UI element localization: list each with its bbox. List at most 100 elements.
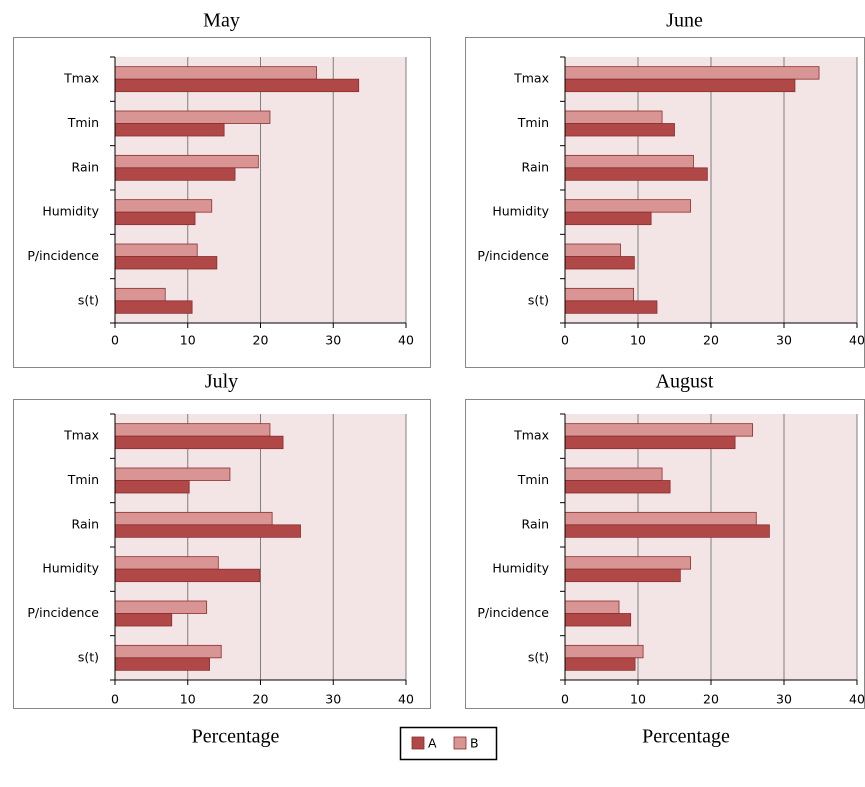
bar xyxy=(114,243,198,257)
bar xyxy=(114,524,301,538)
legend-label: B xyxy=(470,736,479,751)
category-label: Humidity xyxy=(492,561,549,576)
x-tick-label: 20 xyxy=(253,333,269,348)
category-label: Rain xyxy=(72,159,99,174)
category-label: P/incidence xyxy=(477,248,549,263)
bar xyxy=(114,480,190,494)
category-label: s(t) xyxy=(528,649,549,664)
bar xyxy=(114,167,236,181)
legend-label: A xyxy=(428,736,437,751)
bar xyxy=(564,123,675,137)
category-label: Tmax xyxy=(63,71,99,86)
bar xyxy=(564,480,671,494)
category-label: Tmax xyxy=(513,71,549,86)
bar xyxy=(564,435,736,450)
bar xyxy=(564,287,635,302)
category-label: Humidity xyxy=(42,204,99,219)
bar xyxy=(114,123,225,137)
x-tick-label: 30 xyxy=(776,692,792,707)
bar xyxy=(114,287,166,302)
bar xyxy=(114,600,208,614)
bar xyxy=(564,657,636,671)
x-tick-label: 40 xyxy=(849,333,865,348)
category-label: Tmax xyxy=(63,428,99,443)
panel-title: May xyxy=(203,10,240,32)
category-label: Tmin xyxy=(67,472,99,487)
x-tick-label: 40 xyxy=(849,692,865,707)
bar xyxy=(564,243,621,257)
category-label: P/incidence xyxy=(477,605,549,620)
bar xyxy=(564,66,820,80)
bar xyxy=(114,435,284,450)
bar xyxy=(564,568,681,583)
x-tick-label: 0 xyxy=(561,333,569,348)
category-label: s(t) xyxy=(528,292,549,307)
x-tick-label: 20 xyxy=(703,333,719,348)
x-tick-label: 20 xyxy=(253,692,269,707)
bar xyxy=(564,78,796,93)
bar xyxy=(564,110,663,124)
category-label: Tmin xyxy=(517,472,549,487)
panel-title: August xyxy=(656,371,714,393)
bar xyxy=(114,568,261,583)
category-label: Tmin xyxy=(67,115,99,130)
bar xyxy=(564,511,757,526)
category-label: Humidity xyxy=(492,204,549,219)
category-label: Rain xyxy=(522,516,549,531)
bar xyxy=(114,300,193,314)
x-tick-label: 10 xyxy=(180,692,196,707)
category-label: Tmin xyxy=(517,115,549,130)
bar xyxy=(114,556,219,570)
x-tick-label: 30 xyxy=(325,692,341,707)
x-tick-label: 0 xyxy=(111,692,119,707)
bar xyxy=(564,211,652,226)
x-tick-label: 30 xyxy=(325,333,341,348)
bar xyxy=(114,644,222,659)
bar xyxy=(114,211,196,226)
x-tick-label: 0 xyxy=(111,333,119,348)
x-tick-label: 0 xyxy=(561,692,569,707)
bar xyxy=(564,600,620,614)
x-tick-label: 40 xyxy=(398,692,414,707)
x-axis-label: Percentage xyxy=(642,726,730,748)
category-label: Rain xyxy=(72,516,99,531)
bar xyxy=(564,167,708,181)
category-label: Humidity xyxy=(42,561,99,576)
category-label: Tmax xyxy=(513,428,549,443)
bar xyxy=(564,613,632,627)
x-tick-label: 10 xyxy=(180,333,196,348)
bar xyxy=(564,423,754,437)
bar xyxy=(114,154,259,169)
bar xyxy=(114,657,210,671)
category-label: P/incidence xyxy=(27,248,99,263)
bar xyxy=(114,467,231,481)
x-tick-label: 20 xyxy=(703,692,719,707)
bar xyxy=(564,199,691,213)
bar xyxy=(564,256,635,270)
legend-swatch xyxy=(411,736,425,750)
panel-title: July xyxy=(205,371,238,393)
bar xyxy=(114,423,271,437)
category-label: s(t) xyxy=(78,292,99,307)
x-tick-label: 30 xyxy=(776,333,792,348)
bar xyxy=(114,613,173,627)
x-tick-label: 10 xyxy=(630,692,646,707)
bar xyxy=(114,511,273,526)
bar xyxy=(114,256,218,270)
category-label: s(t) xyxy=(78,649,99,664)
bar xyxy=(564,154,694,169)
panel-title: June xyxy=(666,10,703,32)
bar xyxy=(564,467,663,481)
bar xyxy=(564,556,691,570)
category-label: P/incidence xyxy=(27,605,99,620)
legend-swatch xyxy=(453,736,467,750)
bar xyxy=(564,644,644,659)
bar xyxy=(114,199,213,213)
bar xyxy=(114,78,360,93)
x-tick-label: 10 xyxy=(630,333,646,348)
bar xyxy=(114,110,271,124)
bar xyxy=(114,66,317,80)
x-axis-label: Percentage xyxy=(192,726,280,748)
bar xyxy=(564,300,658,314)
